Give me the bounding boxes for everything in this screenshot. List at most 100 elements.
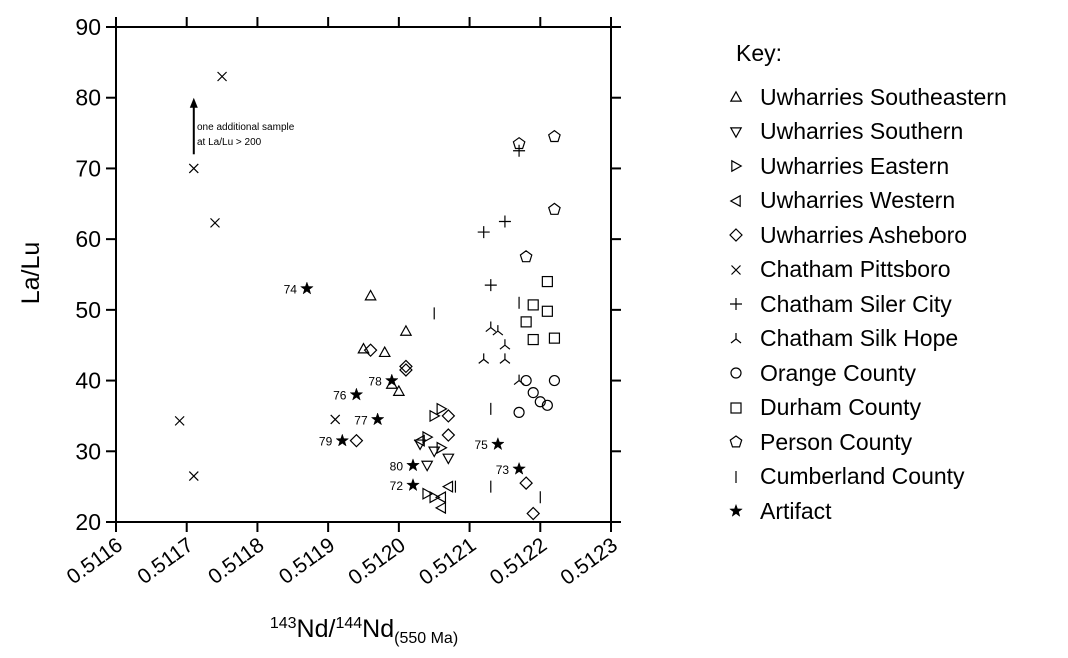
legend-label: Cumberland County	[760, 463, 965, 490]
y-tick-label: 20	[75, 509, 101, 535]
legend-item: Uwharries Southeastern	[724, 80, 1068, 115]
annotation: one additional sample at La/Lu > 200	[189, 97, 295, 155]
legend-label: Durham County	[760, 394, 922, 421]
series-uwharries-eastern	[422, 402, 448, 504]
y-tick-label: 60	[75, 226, 101, 252]
data-point	[513, 406, 525, 418]
data-point	[527, 299, 539, 311]
data-point	[499, 339, 511, 350]
artifact-label: 73	[496, 463, 510, 477]
annotation-arrowhead	[189, 97, 198, 108]
data-point	[399, 359, 413, 374]
legend-label: Uwharries Southern	[760, 118, 964, 145]
x-tick-label: 0.5122	[486, 533, 551, 589]
legend-item: Uwharries Asheboro	[724, 218, 1068, 253]
legend-marker-icon	[724, 225, 752, 245]
legend-label: Person County	[760, 428, 913, 455]
legend-item: Uwharries Southern	[724, 115, 1068, 150]
series-chatham-silk-hope	[478, 321, 525, 386]
data-point	[420, 460, 434, 472]
legend-marker-icon	[724, 122, 752, 142]
x-label-sup-144: 144	[335, 615, 362, 632]
data-point	[413, 434, 425, 447]
series-uwharries-southern	[413, 439, 455, 472]
data-points: 74 76 78 77 79 80 72 75 73	[174, 71, 561, 521]
data-point	[349, 387, 364, 401]
data-point	[188, 163, 199, 174]
data-point	[534, 396, 546, 408]
artifact-label: 78	[368, 375, 382, 389]
legend-item: Uwharries Eastern	[724, 149, 1068, 184]
y-tick-label: 90	[75, 14, 101, 40]
series-uwharries-southeastern	[357, 289, 413, 396]
x-label-sup-143: 143	[270, 615, 297, 632]
data-point	[519, 250, 533, 263]
data-point	[217, 71, 227, 82]
legend-item: Chatham Pittsboro	[724, 253, 1068, 288]
series-uwharries-western	[413, 434, 454, 515]
data-point	[541, 275, 553, 288]
data-point	[399, 363, 413, 377]
legend-marker-icon	[724, 501, 752, 521]
x-label-nd-2: Nd	[362, 615, 394, 643]
series-chatham-siler-city	[477, 144, 526, 292]
x-tick-label: 0.5120	[344, 533, 409, 589]
data-point	[364, 289, 377, 301]
legend-marker-icon	[724, 294, 752, 314]
legend-items: Uwharries Southeastern Uwharries Southern…	[724, 80, 1068, 529]
data-point	[442, 453, 455, 465]
y-axis-label: La/Lu	[17, 242, 45, 305]
x-tick-label: 0.5118	[204, 533, 268, 588]
y-tick-label: 50	[75, 297, 101, 323]
data-point	[484, 279, 497, 292]
data-point	[526, 506, 541, 521]
legend-label: Uwharries Southeastern	[760, 83, 1007, 110]
y-tick-label: 80	[75, 85, 101, 111]
data-point	[513, 374, 525, 386]
series-orange-county	[513, 374, 561, 418]
legend-item: Uwharries Western	[724, 184, 1068, 219]
data-point	[477, 226, 490, 239]
data-point	[441, 428, 456, 442]
series-chatham-pittsboro	[174, 71, 341, 481]
data-point	[299, 281, 314, 295]
data-point	[541, 399, 553, 411]
x-tick-label: 0.5123	[556, 533, 621, 589]
data-point	[174, 415, 185, 426]
data-point	[188, 471, 199, 481]
data-point	[210, 217, 220, 228]
data-point	[378, 345, 391, 358]
data-point	[434, 501, 447, 515]
data-point	[392, 384, 406, 396]
legend-item: Person County	[724, 425, 1068, 460]
series-person-county	[512, 129, 561, 263]
legend-title: Key:	[736, 40, 783, 66]
data-point	[520, 374, 532, 387]
series-durham-county	[520, 275, 561, 346]
data-point	[492, 325, 504, 336]
data-point	[330, 414, 341, 425]
series-uwharries-asheboro	[349, 343, 541, 521]
legend-item: Chatham Silk Hope	[724, 322, 1068, 357]
data-point	[513, 144, 526, 157]
data-point	[349, 433, 364, 448]
x-tick-label: 0.5117	[133, 533, 197, 588]
legend-label: Chatham Pittsboro	[760, 256, 951, 283]
annotation-line-1: one additional sample	[197, 122, 295, 133]
data-point	[485, 321, 497, 333]
y-tick-label: 30	[75, 438, 101, 464]
legend-marker-icon	[724, 398, 752, 418]
data-point	[441, 480, 454, 493]
data-point	[422, 430, 434, 444]
legend-label: Chatham Silk Hope	[760, 325, 959, 352]
data-point	[520, 316, 532, 328]
legend-item: Cumberland County	[724, 460, 1068, 495]
data-point	[478, 353, 490, 364]
legend-item: Durham County	[724, 391, 1068, 426]
data-point	[429, 409, 441, 423]
legend-marker-icon	[724, 432, 752, 452]
data-point	[499, 353, 511, 364]
legend-item: Orange County	[724, 356, 1068, 391]
artifact-label: 75	[474, 438, 488, 452]
